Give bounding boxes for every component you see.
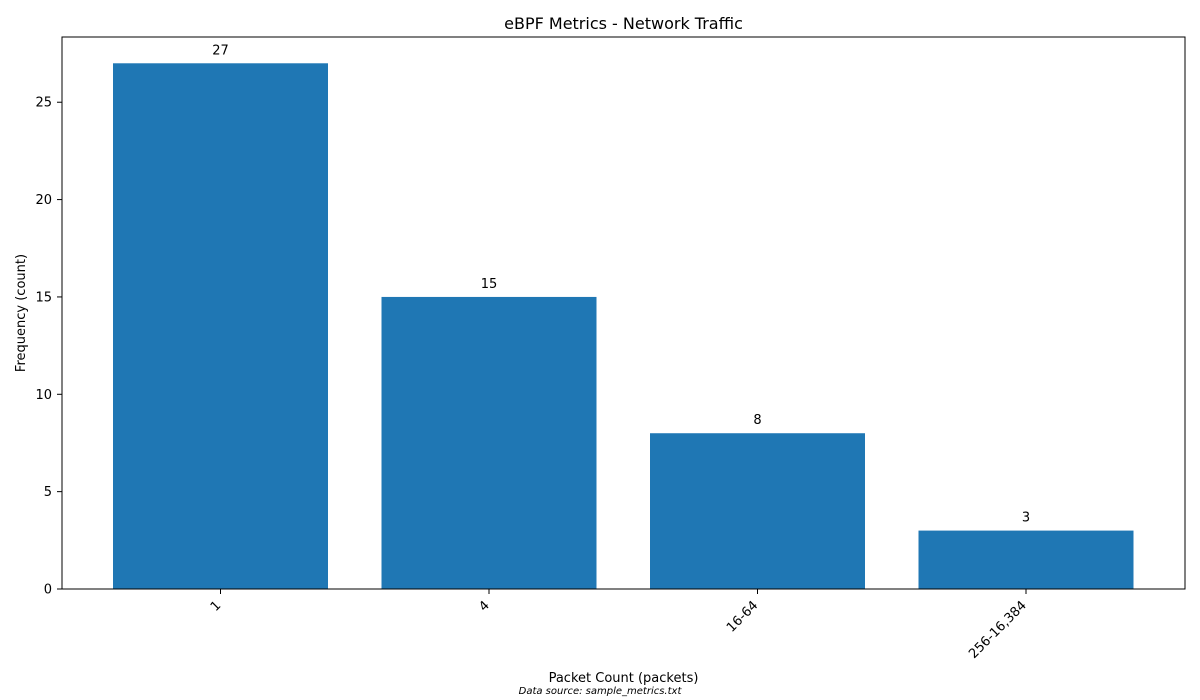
bar-value-label: 15 [481,277,498,292]
bars-layer [113,63,1134,590]
x-tick-label: 256-16,384 [966,598,1030,662]
bar-value-labels: 27 15 8 3 [212,43,1030,525]
bar-1 [113,63,328,590]
bar-2 [381,296,597,589]
y-tick-label: 25 [35,96,52,111]
y-tick-label: 0 [44,583,52,598]
bar-value-label: 27 [212,43,229,58]
bar-3 [650,433,865,589]
x-tick-label: 16-64 [724,598,761,635]
bar-value-label: 8 [753,413,761,428]
y-tick-label: 15 [35,290,52,305]
y-tick-label: 10 [35,388,52,403]
x-tick-label: 1 [208,598,224,614]
y-axis: 0 5 10 15 20 25 [35,96,62,598]
bar-4 [918,530,1134,589]
footnote-data-source: Data source: sample_metrics.txt [519,686,683,697]
y-tick-label: 20 [35,193,52,208]
plot-frame [61,36,1186,590]
y-axis-label: Frequency (count) [14,254,29,372]
x-axis-label: Packet Count (packets) [549,671,699,686]
x-tick-label: 4 [476,598,492,614]
bar-value-label: 3 [1022,511,1030,526]
y-tick-label: 5 [44,485,52,500]
x-axis: 1 4 16-64 256-16,384 [208,589,1030,662]
chart-title: eBPF Metrics - Network Traffic [504,14,743,33]
